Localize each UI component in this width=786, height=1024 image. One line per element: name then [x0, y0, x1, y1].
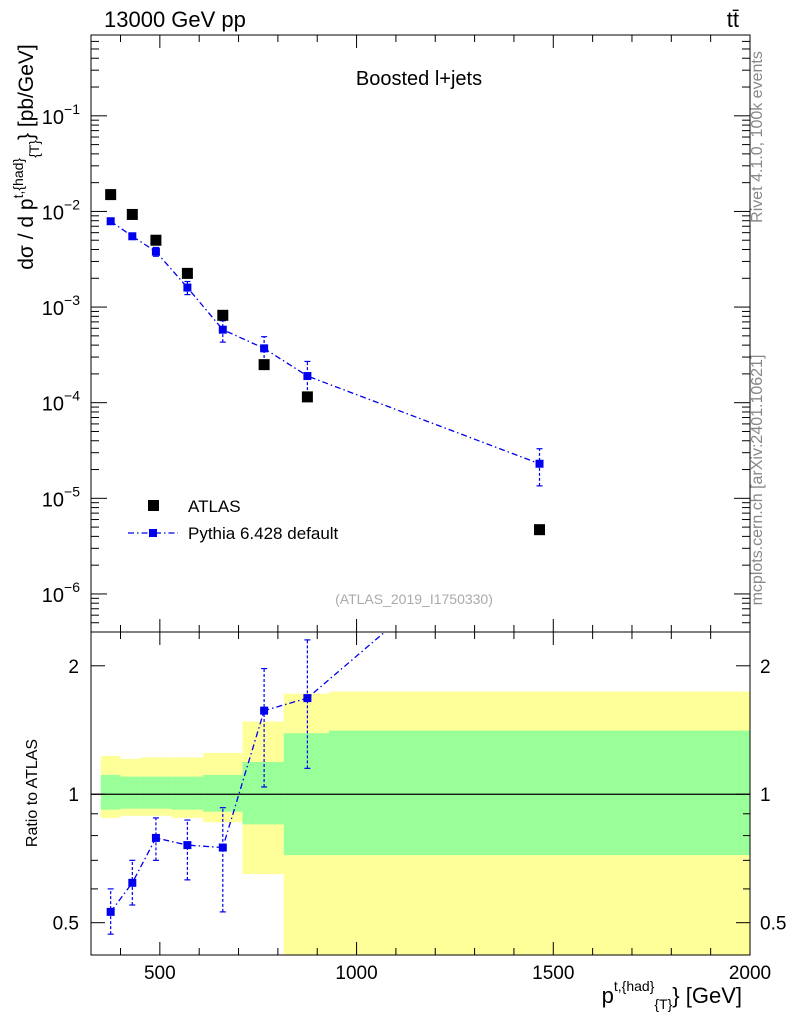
ratio-mc-point [218, 843, 227, 852]
x-axis-label: pt,{had}{T}} [GeV] [602, 978, 742, 1012]
ratio-uncertainty-band-inner [140, 776, 172, 809]
ratio-mc-point [260, 706, 269, 715]
ratio-uncertainty-band-inner [242, 762, 284, 825]
main-y-tick-label: 10−4 [42, 388, 80, 416]
mc-point [303, 372, 312, 381]
main-y-tick-label: 10−5 [42, 483, 80, 511]
ratio-mc-point [183, 841, 192, 850]
legend-mc-marker [149, 529, 157, 537]
mc-point [218, 325, 227, 334]
x-tick-label: 1000 [335, 963, 377, 984]
main-y-tick-label: 10−1 [42, 101, 80, 129]
ratio-uncertainty-band-inner [100, 774, 121, 810]
ratio-y-tick-label: 2 [68, 657, 79, 678]
header-process-label: tt̄ [727, 7, 739, 32]
atlas-point [105, 189, 117, 201]
ratio-uncertainty-band-inner [329, 730, 750, 856]
legend-mc-label: Pythia 6.428 default [188, 524, 339, 543]
analysis-tag: (ATLAS_2019_I1750330) [335, 591, 493, 607]
main-y-tick-label: 10−6 [42, 579, 80, 607]
mc-point [128, 232, 137, 241]
legend-atlas-marker [148, 500, 159, 511]
main-panel: 10−110−210−310−410−510−6 Boosted l+jets … [10, 34, 751, 633]
ratio-y-tick-label-right: 2 [760, 657, 771, 678]
mc-series-line [110, 220, 540, 465]
mc-point [106, 217, 115, 226]
x-tick-label: 1500 [532, 963, 574, 984]
atlas-point [258, 359, 270, 371]
legend-atlas-label: ATLAS [188, 497, 241, 516]
ratio-mc-line [110, 632, 386, 913]
ratio-mc-point [128, 878, 137, 887]
mc-point [260, 344, 269, 353]
ratio-uncertainty-band-inner [120, 776, 141, 809]
ratio-mc-point [303, 694, 312, 703]
mc-point [183, 283, 192, 292]
x-tick-label: 500 [144, 963, 176, 984]
main-y-axis-label: dσ / d pt,{had}{T}} [pb/GeV] [10, 44, 42, 270]
ratio-mc-point [151, 833, 160, 842]
atlas-point [301, 391, 313, 403]
atlas-point [150, 234, 162, 246]
ratio-y-tick-label-right: 1 [760, 785, 771, 806]
rivet-version-label: Rivet 4.1.0, 100k events [749, 51, 766, 223]
main-title: Boosted l+jets [356, 68, 482, 90]
main-y-tick-label: 10−2 [42, 196, 80, 224]
ratio-y-tick-label: 0.5 [53, 914, 79, 935]
ratio-y-tick-label-right: 0.5 [760, 914, 786, 935]
atlas-point [126, 208, 138, 220]
mc-point [535, 459, 544, 468]
atlas-point [217, 309, 229, 321]
ratio-mc-point [106, 907, 115, 916]
main-y-tick-label: 10−3 [42, 292, 80, 320]
ratio-panel-frame [90, 631, 751, 956]
atlas-point [534, 524, 546, 536]
mcplots-source-label: mcplots.cern.ch [arXiv:2401.10621] [749, 355, 766, 606]
atlas-point [181, 267, 193, 279]
mc-point [151, 247, 160, 256]
legend: ATLAS Pythia 6.428 default [128, 497, 339, 543]
header-energy-label: 13000 GeV pp [104, 7, 246, 32]
ratio-uncertainty-band-inner [171, 776, 204, 810]
ratio-uncertainty-band-inner [203, 774, 243, 812]
ratio-y-axis-label: Ratio to ATLAS [24, 739, 41, 847]
ratio-y-tick-label: 1 [68, 785, 79, 806]
x-tick-label: 2000 [729, 963, 771, 984]
ratio-panel: 500 1000 1500 2000 0.5 0.5 1 1 2 2 Ratio to ATLAS [24, 631, 786, 984]
